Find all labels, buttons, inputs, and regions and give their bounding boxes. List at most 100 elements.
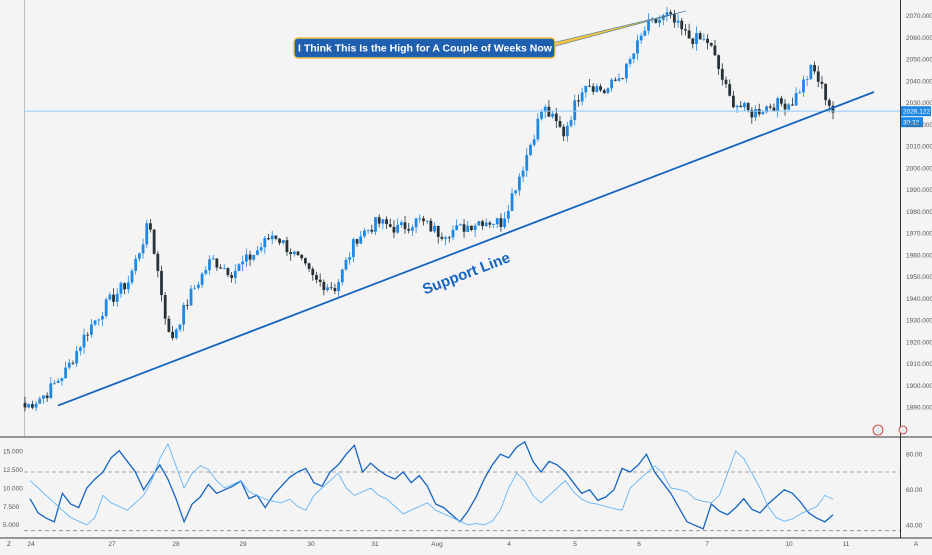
candle-body[interactable] <box>281 240 285 243</box>
candle-body[interactable] <box>820 81 824 84</box>
candle-body[interactable] <box>506 211 510 219</box>
candle-body[interactable] <box>433 225 436 232</box>
candle-body[interactable] <box>410 227 414 231</box>
candle-body[interactable] <box>743 103 746 108</box>
candle-body[interactable] <box>130 270 134 283</box>
candle-body[interactable] <box>779 98 783 104</box>
candle-body[interactable] <box>115 293 119 302</box>
candle-body[interactable] <box>152 229 156 254</box>
candle-body[interactable] <box>270 235 274 240</box>
candle-body[interactable] <box>78 347 82 351</box>
candle-body[interactable] <box>791 104 794 106</box>
candle-body[interactable] <box>322 281 326 291</box>
candle-body[interactable] <box>654 18 658 23</box>
candle-body[interactable] <box>226 268 230 276</box>
candle-body[interactable] <box>304 258 307 264</box>
candle-body[interactable] <box>407 228 411 231</box>
candle-body[interactable] <box>278 238 281 243</box>
candle-body[interactable] <box>197 284 200 288</box>
candle-body[interactable] <box>189 288 193 306</box>
candle-body[interactable] <box>42 395 45 399</box>
candle-body[interactable] <box>318 279 322 282</box>
candle-body[interactable] <box>38 398 42 404</box>
candle-body[interactable] <box>488 222 492 225</box>
candle-body[interactable] <box>643 30 647 36</box>
candle-body[interactable] <box>112 294 115 302</box>
candle-body[interactable] <box>215 258 219 268</box>
candle-body[interactable] <box>82 334 86 348</box>
event-flag-icon[interactable] <box>898 425 908 435</box>
callout-box[interactable] <box>293 37 556 59</box>
candle-body[interactable] <box>414 218 418 228</box>
candle-body[interactable] <box>101 316 104 320</box>
candle-body[interactable] <box>244 254 248 262</box>
candle-body[interactable] <box>86 334 90 336</box>
candle-body[interactable] <box>647 19 650 31</box>
candle-body[interactable] <box>510 193 514 212</box>
candle-body[interactable] <box>429 220 433 232</box>
zoom-reset-icon[interactable]: Z <box>7 541 11 548</box>
candle-body[interactable] <box>399 222 403 225</box>
candle-body[interactable] <box>584 85 588 93</box>
candle-body[interactable] <box>274 235 278 239</box>
candle-body[interactable] <box>831 105 835 113</box>
candle-body[interactable] <box>543 106 547 112</box>
candle-body[interactable] <box>126 282 130 290</box>
candle-body[interactable] <box>470 225 473 230</box>
candle-body[interactable] <box>285 240 289 253</box>
candle-body[interactable] <box>624 63 628 79</box>
candle-body[interactable] <box>499 218 503 228</box>
candle-body[interactable] <box>713 45 717 56</box>
candle-body[interactable] <box>473 225 477 230</box>
candle-body[interactable] <box>141 244 145 254</box>
candle-body[interactable] <box>809 65 813 80</box>
candle-body[interactable] <box>259 247 263 251</box>
candle-body[interactable] <box>661 15 665 20</box>
candle-body[interactable] <box>599 86 602 91</box>
candle-body[interactable] <box>337 282 341 292</box>
candle-body[interactable] <box>237 264 241 271</box>
support-trendline[interactable] <box>57 91 875 407</box>
candle-body[interactable] <box>709 43 713 46</box>
candle-body[interactable] <box>573 100 577 121</box>
candle-body[interactable] <box>676 20 680 23</box>
candle-body[interactable] <box>267 238 270 240</box>
auto-scale-icon[interactable]: A <box>914 541 919 548</box>
candle-body[interactable] <box>580 92 584 102</box>
candle-body[interactable] <box>403 222 407 229</box>
candle-body[interactable] <box>706 38 709 44</box>
candle-body[interactable] <box>178 324 182 330</box>
candle-body[interactable] <box>241 261 245 265</box>
candle-body[interactable] <box>385 219 388 225</box>
candle-body[interactable] <box>204 270 208 274</box>
candle-body[interactable] <box>300 254 304 259</box>
candle-body[interactable] <box>525 154 529 171</box>
candle-body[interactable] <box>248 254 252 260</box>
candle-body[interactable] <box>444 237 448 239</box>
candle-body[interactable] <box>123 283 127 290</box>
candle-body[interactable] <box>137 253 141 259</box>
candle-body[interactable] <box>731 95 735 108</box>
candle-body[interactable] <box>370 229 374 232</box>
candle-body[interactable] <box>750 110 754 118</box>
candle-body[interactable] <box>256 250 259 255</box>
candle-body[interactable] <box>503 218 507 228</box>
candle-body[interactable] <box>698 33 702 40</box>
candle-body[interactable] <box>374 217 377 232</box>
candle-body[interactable] <box>768 106 772 108</box>
candle-body[interactable] <box>326 287 329 291</box>
candle-body[interactable] <box>156 253 160 271</box>
candle-body[interactable] <box>514 190 518 194</box>
candle-body[interactable] <box>422 218 425 222</box>
candle-body[interactable] <box>149 223 152 230</box>
candle-body[interactable] <box>665 12 669 16</box>
candle-body[interactable] <box>381 219 385 224</box>
candle-body[interactable] <box>366 229 370 231</box>
candle-body[interactable] <box>613 79 617 81</box>
candle-body[interactable] <box>174 329 178 339</box>
candle-body[interactable] <box>632 53 636 60</box>
candle-body[interactable] <box>739 105 743 108</box>
candle-body[interactable] <box>451 229 455 238</box>
